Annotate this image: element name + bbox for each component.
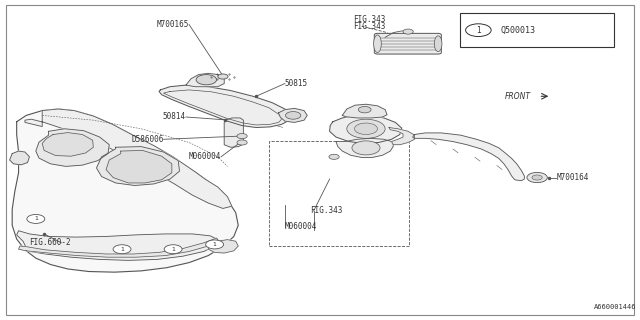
Text: 1: 1: [476, 26, 481, 35]
Polygon shape: [36, 129, 109, 166]
Text: 1: 1: [34, 216, 38, 221]
Text: 1: 1: [120, 247, 124, 252]
Text: FIG.660-2: FIG.660-2: [29, 238, 71, 247]
Circle shape: [355, 123, 378, 134]
Circle shape: [352, 141, 380, 155]
Circle shape: [237, 140, 247, 145]
Polygon shape: [330, 116, 402, 143]
Text: 1: 1: [171, 247, 175, 252]
Polygon shape: [224, 118, 243, 147]
Polygon shape: [159, 85, 291, 127]
Circle shape: [532, 175, 542, 180]
Ellipse shape: [374, 35, 381, 52]
Polygon shape: [336, 138, 394, 157]
Circle shape: [347, 119, 385, 138]
Text: A660001446: A660001446: [594, 304, 636, 310]
Polygon shape: [10, 151, 29, 165]
Text: 1: 1: [212, 242, 216, 247]
Ellipse shape: [435, 36, 442, 52]
Text: FRONT: FRONT: [505, 92, 531, 101]
Polygon shape: [25, 109, 232, 208]
Polygon shape: [389, 127, 415, 145]
Text: 50814: 50814: [163, 113, 186, 122]
Circle shape: [218, 74, 228, 79]
Circle shape: [358, 107, 371, 113]
Circle shape: [237, 133, 247, 139]
Circle shape: [205, 240, 223, 249]
Circle shape: [285, 112, 301, 119]
Polygon shape: [413, 133, 524, 181]
Circle shape: [329, 154, 339, 159]
Text: M700164: M700164: [556, 173, 589, 182]
Text: M700165: M700165: [157, 20, 189, 29]
Text: FIG.343: FIG.343: [310, 206, 343, 215]
Text: D586006: D586006: [131, 135, 164, 144]
Text: FIG.343: FIG.343: [353, 15, 385, 24]
Circle shape: [164, 245, 182, 254]
Text: 50815: 50815: [285, 79, 308, 88]
FancyBboxPatch shape: [374, 33, 442, 54]
Circle shape: [527, 172, 547, 183]
Polygon shape: [97, 147, 179, 186]
Circle shape: [27, 214, 45, 223]
Text: M060004: M060004: [189, 152, 221, 161]
Circle shape: [113, 245, 131, 254]
Polygon shape: [186, 73, 224, 87]
Circle shape: [403, 29, 413, 34]
Polygon shape: [342, 104, 387, 118]
Text: M060004: M060004: [285, 222, 317, 231]
Text: Q500013: Q500013: [500, 26, 535, 35]
Circle shape: [196, 75, 216, 85]
Bar: [461, 13, 614, 47]
Polygon shape: [208, 240, 238, 253]
Text: FIG.343: FIG.343: [353, 22, 385, 31]
Polygon shape: [12, 109, 238, 272]
Bar: [269, 141, 410, 246]
Polygon shape: [106, 150, 172, 183]
Polygon shape: [17, 231, 218, 260]
Polygon shape: [278, 108, 307, 123]
Polygon shape: [42, 132, 93, 156]
Polygon shape: [19, 238, 218, 257]
